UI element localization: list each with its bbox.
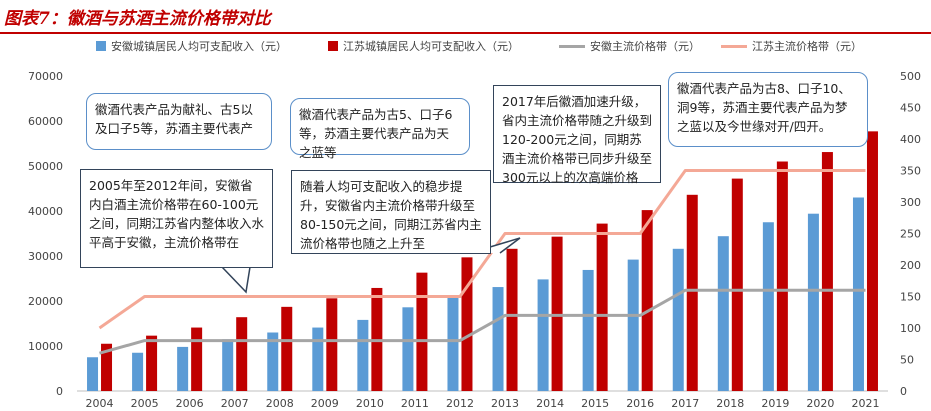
y-left-tick-label: 70000 [28,70,63,83]
callout-early-products: 徽酒代表产品为献礼、古5以及口子5等，苏酒主要代表产 [86,93,272,150]
x-tick-label: 2006 [176,397,204,410]
y-left-tick-label: 20000 [28,295,63,308]
bar-anhui-income [537,279,549,391]
bar-anhui-income [717,236,729,391]
bar-jiangsu-income [506,248,518,391]
y-right-tick-label: 150 [900,291,921,304]
y-right-tick-label: 450 [900,102,921,115]
bar-jiangsu-income [776,161,788,391]
bar-jiangsu-income [821,152,833,391]
x-tick-label: 2009 [311,397,339,410]
legend-swatch [96,41,106,51]
bar-anhui-income [132,352,144,391]
y-right-tick-label: 300 [900,196,921,209]
y-right-tick-label: 50 [900,354,914,367]
bar-jiangsu-income [281,306,293,391]
figure-title: 图表7：徽酒与苏酒主流价格带对比 [4,9,271,29]
bar-anhui-income [402,307,414,391]
bar-anhui-income [582,269,594,391]
y-right-tick-label: 500 [900,70,921,83]
bar-anhui-income [807,213,819,391]
x-tick-label: 2021 [851,397,879,410]
bar-jiangsu-income [191,327,203,391]
legend-item-jiangsu-income: 江苏城镇居民人均可支配收入（元） [328,38,519,54]
bar-anhui-income [447,296,459,391]
legend-label: 安徽主流价格带（元） [590,40,700,53]
x-tick-label: 2008 [266,397,294,410]
y-left-tick-label: 30000 [28,250,63,263]
bar-anhui-income [222,339,234,391]
callout-late-products: 徽酒代表产品为古8、口子10、洞9等，苏酒主要代表产品为梦之蓝以及今世缘对开/四… [668,72,868,147]
bar-anhui-income [492,287,504,391]
bar-jiangsu-income [146,335,158,391]
bar-anhui-income [762,222,774,391]
y-right-tick-label: 250 [900,228,921,241]
legend-swatch [559,44,585,48]
y-left-tick-label: 60000 [28,115,63,128]
bar-anhui-income [357,319,369,391]
y-right-tick-label: 400 [900,133,921,146]
x-tick-label: 2016 [626,397,654,410]
callout-2017-upgrade: 2017年后徽酒加速升级，省内主流价格带随之升级到120-200元之间，同期苏酒… [493,85,661,185]
x-tick-label: 2017 [671,397,699,410]
y-right-tick-label: 350 [900,165,921,178]
bar-anhui-income [177,346,189,391]
bar-anhui-income [627,259,639,391]
bar-jiangsu-income [866,131,878,391]
x-tick-label: 2011 [401,397,429,410]
title-rule [0,32,931,34]
x-tick-label: 2010 [356,397,384,410]
bar-jiangsu-income [326,298,338,391]
callout-2005-2012: 2005年至2012年间，安徽省内白酒主流价格带在60-100元之间，同期江苏省… [80,169,273,268]
x-tick-label: 2012 [446,397,474,410]
callout-tail-2005 [170,266,251,294]
x-tick-label: 2005 [131,397,159,410]
y-left-tick-label: 50000 [28,160,63,173]
y-right-tick-label: 0 [900,385,907,398]
callout-income-growth: 随着人均可支配收入的稳步提升，安徽省内主流价格带升级至80-150元之间，同期江… [291,170,491,254]
callout-mid-products: 徽酒代表产品为古5、口子6等，苏酒主要代表产品为天之蓝等 [290,98,470,160]
y-left-tick-label: 40000 [28,205,63,218]
bar-jiangsu-income [416,272,428,391]
bar-jiangsu-income [596,223,608,391]
bar-jiangsu-income [461,257,473,391]
bar-jiangsu-income [101,343,113,391]
bar-anhui-income [672,248,684,391]
x-tick-label: 2004 [86,397,114,410]
y-left-tick-label: 0 [56,385,63,398]
legend-item-anhui-income: 安徽城镇居民人均可支配收入（元） [96,38,287,54]
legend: 安徽城镇居民人均可支配收入（元） 江苏城镇居民人均可支配收入（元） 安徽主流价格… [0,38,931,56]
y-right-tick-label: 200 [900,259,921,272]
x-tick-label: 2015 [581,397,609,410]
bar-anhui-income [312,327,324,391]
line-jiangsu-price [98,169,866,330]
bar-anhui-income [87,357,99,391]
y-right-tick-label: 100 [900,322,921,335]
bar-jiangsu-income [686,194,698,391]
y-left-tick-label: 10000 [28,340,63,353]
bar-anhui-income [267,332,279,391]
bar-jiangsu-income [641,210,653,391]
legend-label: 江苏城镇居民人均可支配收入（元） [343,40,519,53]
x-tick-label: 2014 [536,397,564,410]
x-tick-label: 2020 [806,397,834,410]
x-tick-label: 2018 [716,397,744,410]
bar-jiangsu-income [236,317,248,391]
x-tick-label: 2013 [491,397,519,410]
x-tick-label: 2007 [221,397,249,410]
legend-item-jiangsu-price: 江苏主流价格带（元） [721,38,862,54]
legend-swatch [328,41,338,51]
legend-item-anhui-price: 安徽主流价格带（元） [559,38,700,54]
line-anhui-price [99,288,866,355]
legend-label: 江苏主流价格带（元） [752,40,862,53]
bar-jiangsu-income [731,178,743,391]
legend-swatch [721,44,747,48]
bar-jiangsu-income [551,236,563,391]
x-tick-label: 2019 [761,397,789,410]
legend-label: 安徽城镇居民人均可支配收入（元） [111,40,287,53]
bar-anhui-income [852,197,864,391]
